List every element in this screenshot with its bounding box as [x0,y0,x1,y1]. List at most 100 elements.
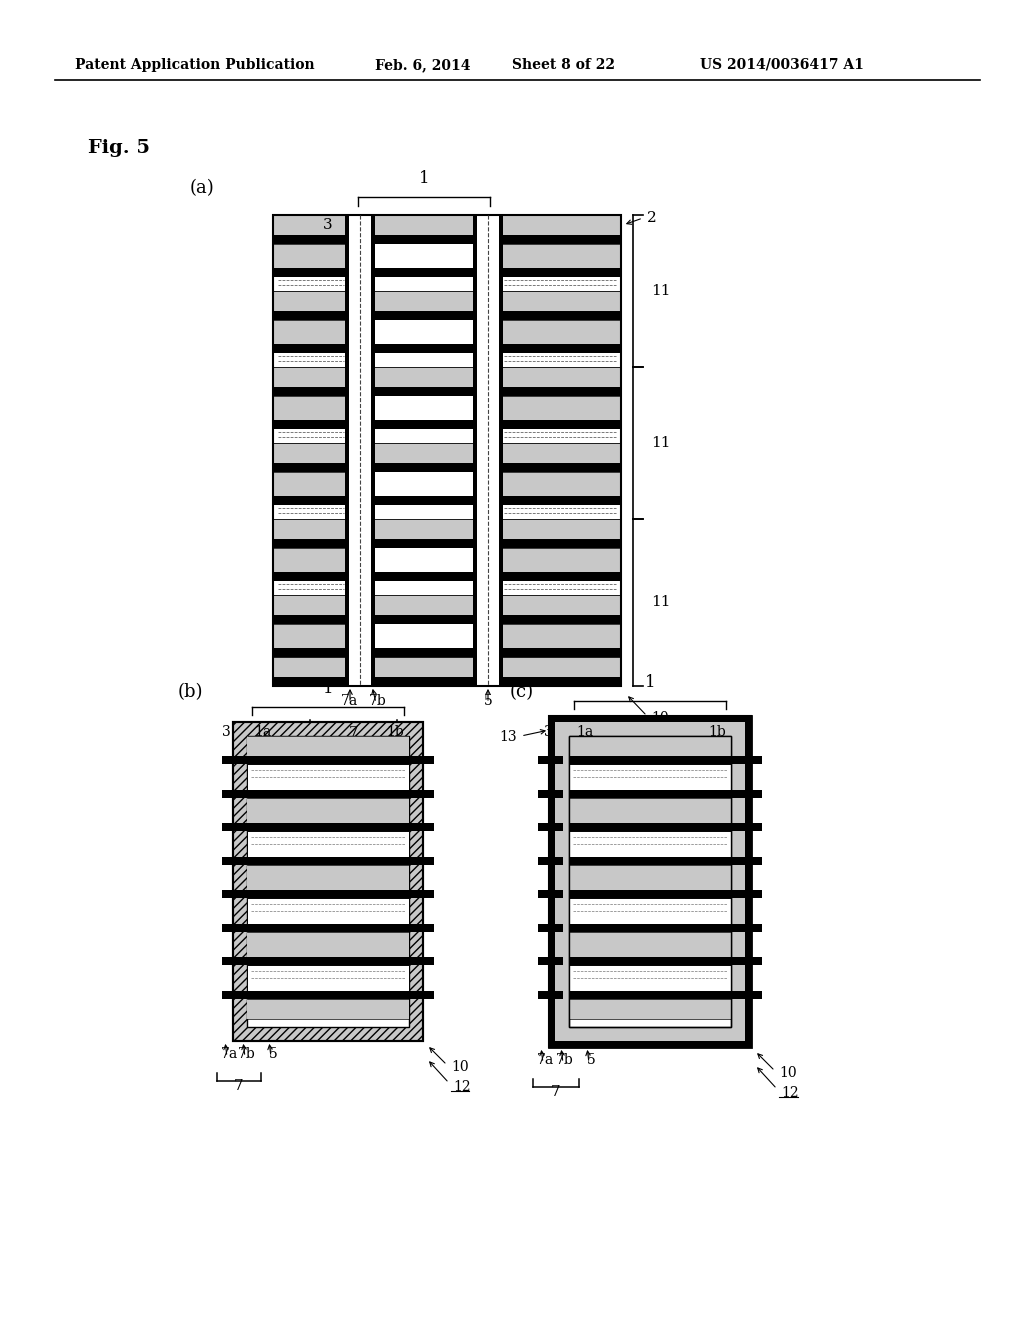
Bar [247,737,409,756]
Text: 12: 12 [781,1086,799,1100]
Bar [247,957,409,965]
Bar [503,539,536,548]
Bar [273,215,621,235]
Bar [409,957,434,965]
Bar [538,756,563,764]
Bar [375,648,389,657]
Bar [569,999,731,1019]
Bar [503,615,536,624]
Bar [731,924,762,932]
Bar [503,235,536,244]
Bar [273,473,348,496]
Text: 7a: 7a [220,1047,238,1061]
Bar [273,519,621,539]
Bar [222,756,247,764]
Bar [500,319,621,345]
Text: 1: 1 [323,680,334,697]
Bar [503,387,536,396]
Bar [273,215,621,686]
Bar [273,396,348,420]
Text: 11: 11 [651,284,671,298]
Bar [312,496,345,506]
Bar [312,345,345,352]
Bar [312,615,345,624]
Bar [538,789,563,799]
Bar [477,216,499,685]
Bar [247,789,409,799]
Text: US 2014/0036417 A1: US 2014/0036417 A1 [700,58,864,73]
Bar [569,789,731,799]
Bar [273,648,621,657]
Text: 7a: 7a [537,1053,554,1067]
Text: Feb. 6, 2014: Feb. 6, 2014 [375,58,470,73]
Bar [731,957,762,965]
Text: 3: 3 [222,725,231,739]
Text: 10: 10 [779,1067,797,1080]
Bar [273,345,621,352]
Bar [569,799,731,822]
Bar [459,312,473,319]
Bar [459,235,473,244]
Text: 1b: 1b [386,725,403,739]
Bar [409,789,434,799]
Bar [569,932,731,957]
Bar [273,539,621,548]
Bar [348,319,500,345]
Bar [500,244,621,268]
Text: 1a: 1a [577,725,594,739]
Bar [222,857,247,865]
Text: (c): (c) [510,682,535,701]
Bar [247,756,409,764]
Bar [500,396,621,420]
Text: 12: 12 [453,1080,471,1094]
Text: 1a: 1a [352,218,372,232]
Text: 1a: 1a [254,725,271,739]
Text: 7: 7 [551,1085,561,1100]
Bar [375,572,389,581]
Bar [312,539,345,548]
Bar [731,991,762,999]
Bar [549,715,751,1047]
Text: (a): (a) [190,180,215,197]
Text: Patent Application Publication: Patent Application Publication [75,58,314,73]
Bar [375,387,389,396]
Bar [273,444,621,463]
Bar [459,268,473,277]
Bar [569,756,731,764]
Bar [569,857,731,865]
Text: 5: 5 [587,1053,595,1067]
Bar [312,235,345,244]
Bar [731,822,762,832]
Bar [273,595,621,615]
Bar [222,789,247,799]
Bar [569,764,731,789]
Text: 13: 13 [500,730,517,744]
Bar [538,890,563,898]
Bar [312,312,345,319]
Bar [503,268,536,277]
Bar [409,924,434,932]
Bar [247,991,409,999]
Bar [247,857,409,865]
Text: 7b: 7b [556,1053,573,1067]
Bar [273,677,621,686]
Bar [500,548,621,572]
Bar [555,722,745,1041]
Bar [273,548,348,572]
Bar [375,539,389,548]
Bar [538,924,563,932]
Bar [538,957,563,965]
Bar [731,890,762,898]
Bar [569,737,731,1027]
Bar [500,624,621,648]
Bar [549,715,751,1047]
Bar [569,965,731,991]
Bar [569,991,731,999]
Bar [731,756,762,764]
Bar [569,890,731,898]
Bar [273,615,621,624]
Bar [409,857,434,865]
Text: 10: 10 [451,1060,469,1074]
Bar [503,463,536,473]
Bar [348,548,500,572]
